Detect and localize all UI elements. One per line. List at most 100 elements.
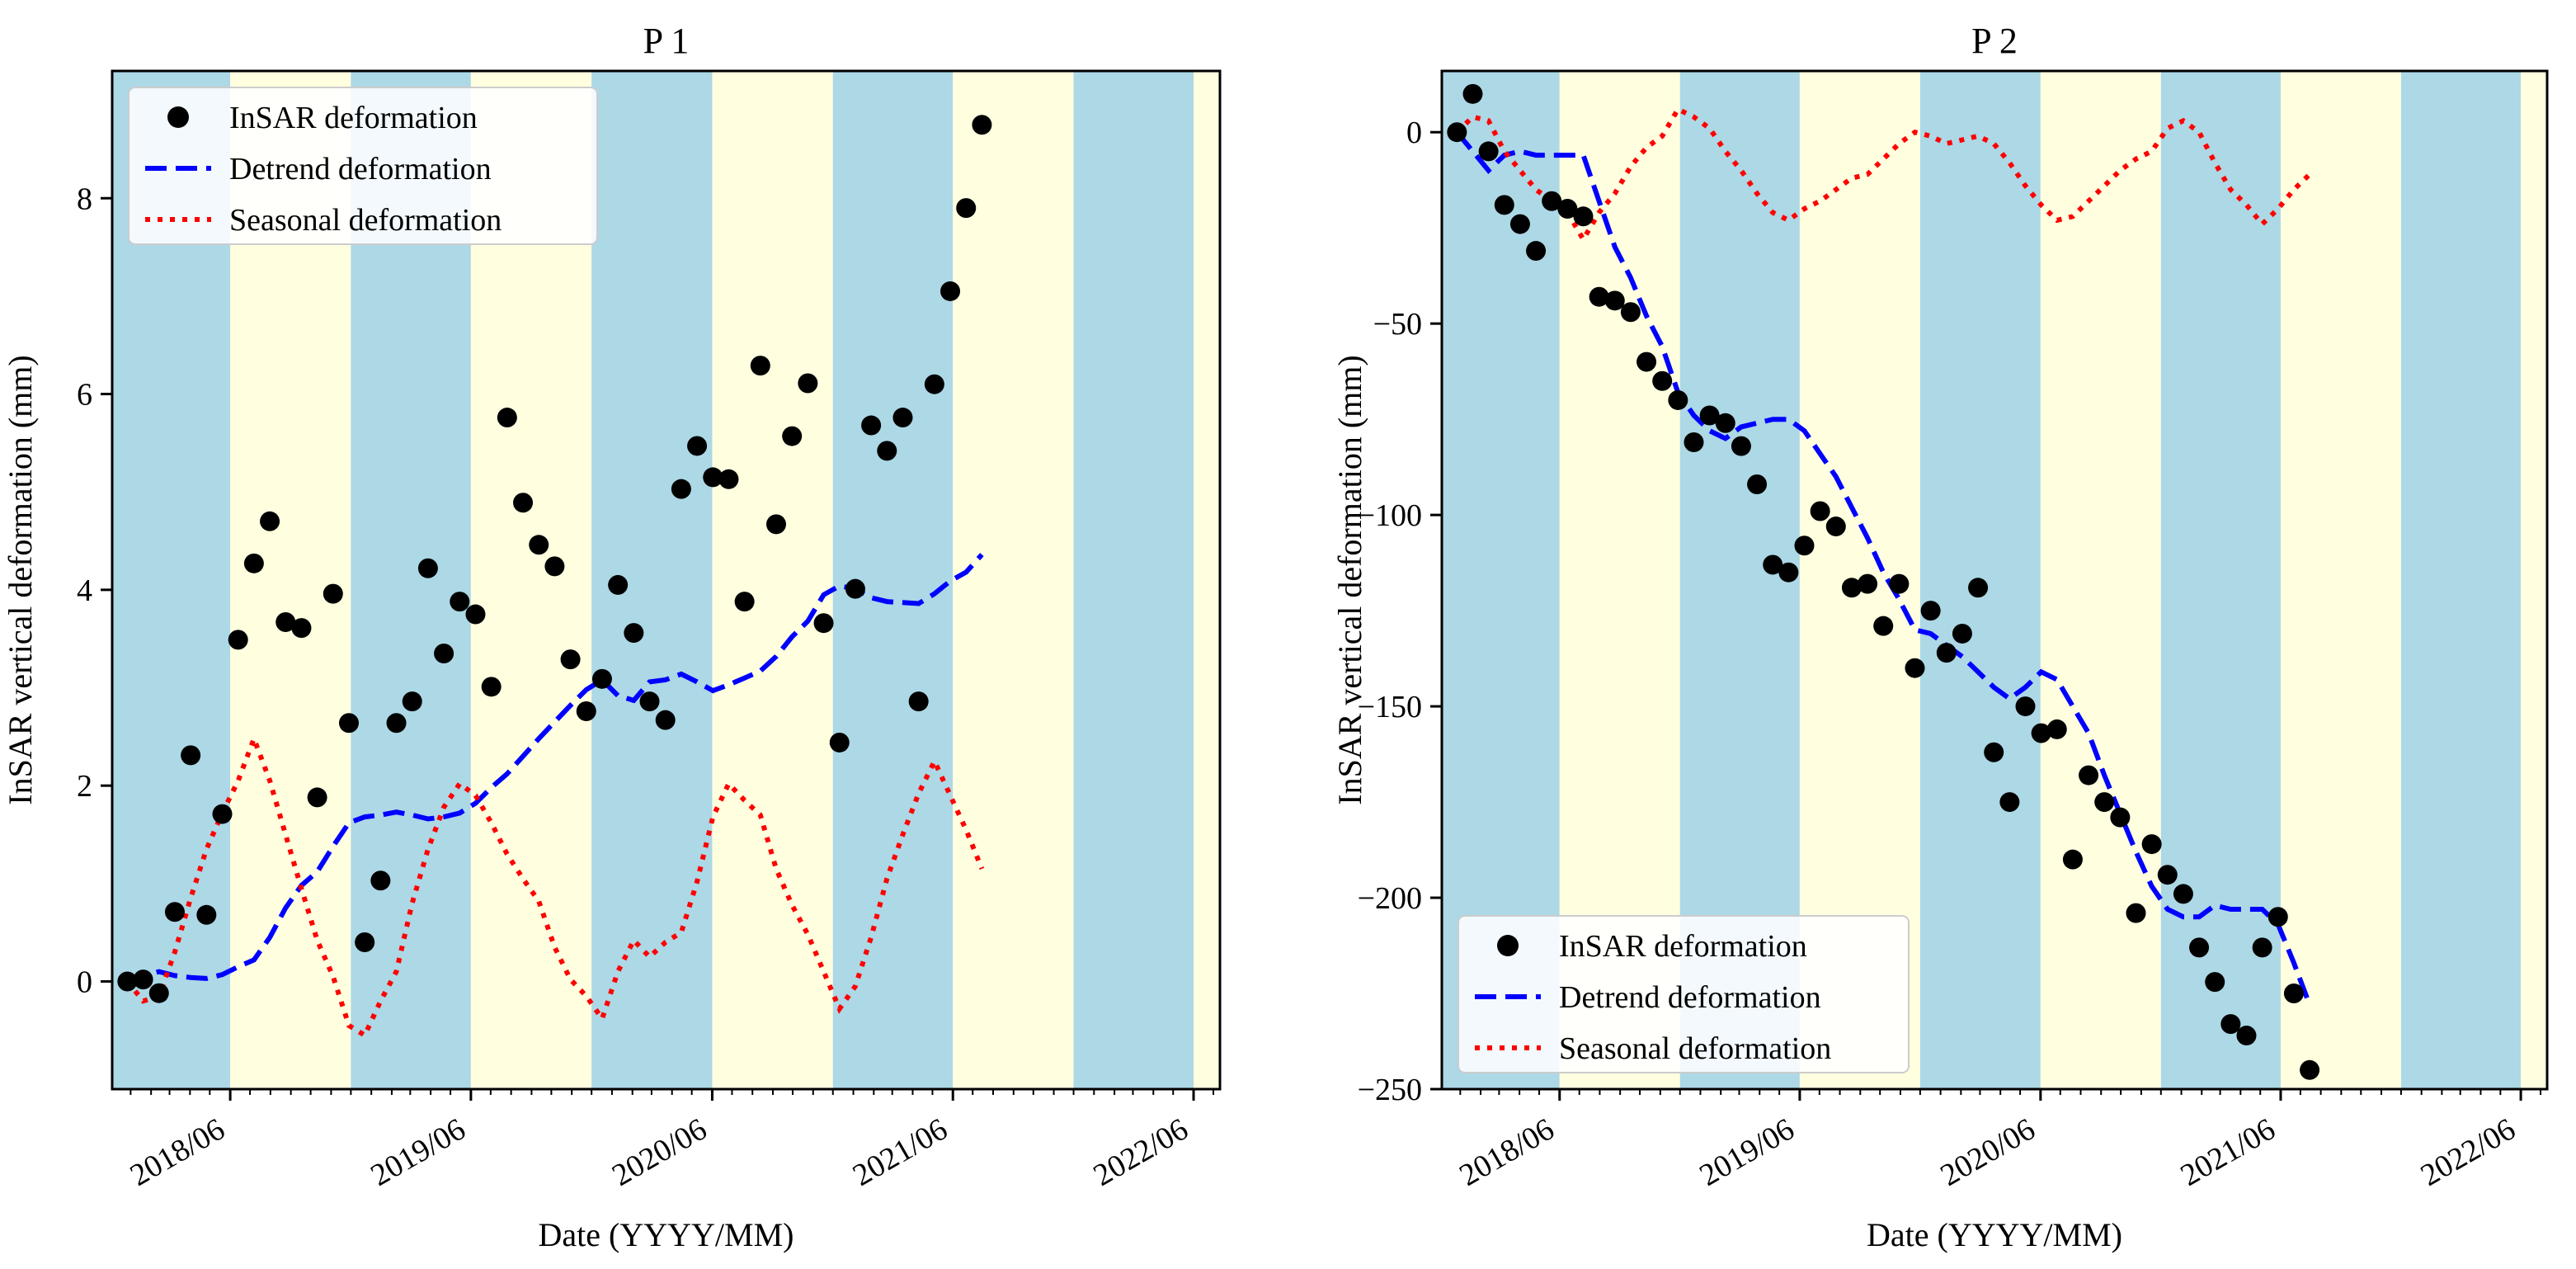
chart1-ytick-label: 8 <box>77 182 92 216</box>
chart2-legend-box <box>1458 915 1910 1073</box>
chart1-season-band <box>1073 71 1194 1089</box>
chart2-insar-point <box>2173 884 2193 904</box>
chart2-ytick-label: −250 <box>1358 1073 1422 1107</box>
chart2-insar-point <box>1810 501 1830 521</box>
chart1-insar-point <box>275 612 296 633</box>
chart1-insar-point <box>481 677 502 697</box>
chart1-insar-point <box>845 578 865 599</box>
chart1-insar-point <box>417 558 438 578</box>
chart1-seasonal-line <box>125 731 985 1040</box>
chart1-insar-point <box>465 604 486 625</box>
chart2-legend-label: Seasonal deformation <box>1559 1031 1831 1066</box>
chart1-insar-point <box>718 469 739 489</box>
chart1-insar-point <box>591 668 612 689</box>
chart1-insar-point <box>940 281 961 301</box>
chart2-insar-point <box>1715 413 1735 433</box>
chart1-insar-point <box>243 553 264 573</box>
chart1-insar-point <box>956 198 977 219</box>
chart2-insar-point <box>1668 389 1688 410</box>
chart1-insar-point <box>181 745 201 766</box>
chart2-legend-label: Detrend deformation <box>1559 980 1821 1015</box>
chart1-insar-point <box>355 932 375 953</box>
chart1-insar-point <box>370 870 391 891</box>
chart1-xtick-label: 2018/06 <box>125 1111 231 1193</box>
chart2-xtick-label: 2021/06 <box>2175 1111 2282 1193</box>
chart2-insar-point <box>1731 436 1751 456</box>
chart1-ylabel: InSAR vertical deformation (mm) <box>2 355 39 804</box>
chart1-insar-point <box>560 649 581 670</box>
chart1-legend-label: Seasonal deformation <box>229 203 502 238</box>
chart1-insar-point <box>766 514 787 535</box>
chart2-season-band <box>2400 71 2522 1089</box>
chart2-insar-point <box>2268 907 2288 927</box>
chart1-insar-point <box>513 493 534 513</box>
chart2-insar-point <box>2252 937 2272 958</box>
chart2-insar-point <box>1825 517 1846 537</box>
chart2-insar-point <box>1462 83 1483 104</box>
chart1-detrend-line <box>126 553 984 984</box>
chart1-insar-point <box>117 971 138 992</box>
chart1-season-band <box>712 71 833 1089</box>
chart2-insar-point <box>2126 903 2146 923</box>
chart1-ytick-label: 6 <box>77 378 92 413</box>
chart1-insar-point <box>861 415 882 436</box>
chart2-insar-point <box>2283 984 2304 1004</box>
chart1-insar-point <box>338 713 359 734</box>
chart2-ytick-label: −150 <box>1358 690 1422 724</box>
chart1-insar-point <box>497 408 517 428</box>
chart2-ylabel: InSAR vertical deformation (mm) <box>1331 355 1368 804</box>
chart1-xtick-label: 2019/06 <box>365 1111 472 1193</box>
chart1-insar-point <box>734 592 755 612</box>
chart1-xlabel: Date (YYYY/MM) <box>539 1216 794 1253</box>
chart2-insar-point <box>1494 195 1514 215</box>
chart2-insar-point <box>1447 122 1467 143</box>
chart2-insar-point <box>2046 719 2067 739</box>
chart1-insar-point <box>212 804 233 824</box>
chart2-insar-point <box>2015 696 2036 717</box>
chart2-insar-point <box>1684 432 1704 452</box>
chart2-insar-point <box>2205 972 2225 993</box>
chart1-insar-point <box>148 983 169 1003</box>
chart1-ytick-label: 2 <box>77 769 92 804</box>
chart1-panel: 2018/06 2019/06 2020/06 2021/06 2022/06 0 2 4 6 8… <box>2 21 1222 1253</box>
chart2-insar-point <box>1968 578 1989 598</box>
chart2-insar-point <box>1889 573 1910 594</box>
chart1-insar-point <box>908 691 929 712</box>
chart1-season-band <box>1194 71 1220 1089</box>
chart2-insar-point <box>2220 1014 2241 1035</box>
chart1-xtick-label: 2021/06 <box>847 1111 954 1193</box>
chart1-legend: InSAR deformation Detrend deformation Seas… <box>128 87 598 245</box>
chart2-insar-point <box>1794 535 1815 556</box>
chart2-insar-point <box>1604 290 1625 311</box>
chart1-insar-point <box>450 592 470 612</box>
chart2-legend: InSAR deformation Detrend deformation Seas… <box>1458 915 1910 1073</box>
chart2-insar-point <box>2157 865 2178 885</box>
chart1-insar-point <box>576 701 596 721</box>
chart2-plot-area <box>1447 83 2320 1080</box>
chart2-insar-point <box>2189 937 2210 958</box>
chart2-legend-label: InSAR deformation <box>1559 929 1807 964</box>
chart1-insar-point <box>402 691 422 712</box>
chart2-ytick-label: −200 <box>1358 881 1422 916</box>
chart1-insar-point <box>671 479 691 499</box>
chart2-insar-point <box>1589 286 1609 307</box>
chart1-plot-area <box>117 115 992 1040</box>
chart1-legend-label: InSAR deformation <box>229 101 478 135</box>
chart2-insar-point <box>1526 241 1547 262</box>
chart2-ytick-label: 0 <box>1406 116 1422 150</box>
chart1-insar-point <box>529 535 549 555</box>
chart1-insar-point <box>924 374 944 394</box>
chart1-insar-point <box>196 904 217 925</box>
chart1-ytick-label: 4 <box>77 573 92 608</box>
chart1-insar-point <box>323 583 343 604</box>
chart1-insar-point <box>434 643 454 663</box>
chart2-xtick-label: 2019/06 <box>1694 1111 1801 1193</box>
chart1-insar-point <box>164 902 185 922</box>
chart2-xtick-label: 2022/06 <box>2415 1111 2522 1193</box>
chart2-insar-point <box>2062 849 2083 870</box>
chart2-ytick-label: −100 <box>1358 498 1422 533</box>
chart2-insar-point <box>1509 214 1530 234</box>
chart1-xtick-label: 2022/06 <box>1088 1111 1194 1193</box>
chart2-insar-point <box>1636 351 1657 372</box>
